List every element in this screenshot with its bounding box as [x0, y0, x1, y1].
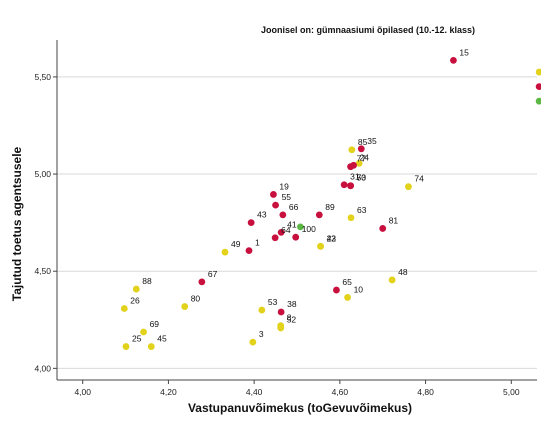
data-point: [132, 285, 140, 293]
x-tick-label: 4,80: [417, 387, 434, 397]
data-point: [388, 276, 396, 284]
data-point-label: 8: [287, 313, 292, 323]
data-point-label: 65: [342, 277, 352, 287]
data-point-label: 3: [259, 329, 264, 339]
data-point-label: 80: [191, 294, 201, 304]
data-point: [340, 181, 348, 189]
data-point: [348, 146, 356, 154]
y-tick-label: 4,50: [34, 266, 51, 276]
data-point: [333, 286, 340, 294]
data-point: [245, 247, 253, 255]
data-point-label: 50: [357, 173, 367, 183]
data-point: [181, 303, 189, 310]
data-point-label: 23: [327, 233, 337, 243]
data-point: [297, 223, 304, 231]
data-point: [344, 294, 351, 301]
data-point: [277, 228, 285, 236]
data-point-label: 49: [231, 239, 241, 249]
data-point: [292, 233, 300, 241]
data-point: [450, 57, 457, 64]
data-point: [279, 211, 287, 219]
data-point-label: 43: [257, 210, 267, 220]
data-point: [535, 83, 541, 91]
data-point-label: 66: [289, 202, 299, 212]
data-point-label: 48: [398, 267, 408, 277]
data-point-label: 1: [255, 238, 260, 248]
data-point: [120, 305, 128, 312]
data-point: [247, 219, 255, 227]
data-point-label: 42: [327, 233, 337, 243]
chart-title: Joonisel on: gümnaasiumi õpilased (10.-1…: [261, 25, 475, 35]
data-point-label: 67: [208, 269, 218, 279]
data-point-label: 26: [130, 296, 140, 306]
data-point-label: 55: [282, 192, 292, 202]
data-point: [272, 201, 279, 209]
data-point-label: 89: [325, 202, 335, 212]
data-point: [315, 211, 323, 219]
data-point-label: 19: [279, 181, 289, 191]
data-point: [317, 242, 324, 250]
data-point: [379, 225, 387, 232]
grid-lines: [57, 76, 537, 369]
x-tick-label: 5,00: [503, 387, 520, 397]
data-point: [198, 278, 206, 286]
y-axis-title: Tajutud toetus agentsusele: [10, 146, 24, 301]
data-point: [405, 183, 412, 191]
data-point: [535, 68, 541, 76]
data-point-label: 45: [157, 334, 167, 344]
data-point: [147, 343, 155, 350]
data-point: [221, 248, 229, 256]
data-point: [355, 159, 363, 167]
data-point: [271, 234, 279, 242]
data-point-label: 77: [357, 154, 367, 164]
data-point-label: 25: [132, 334, 142, 344]
data-point: [535, 97, 541, 105]
data-point: [357, 145, 365, 153]
data-point: [277, 324, 285, 331]
y-tick-label: 5,50: [34, 72, 51, 82]
data-point-label: 41: [287, 219, 297, 229]
data-point-label: 24: [360, 152, 370, 162]
x-tick-label: 4,40: [246, 387, 263, 397]
data-point-label: 81: [389, 215, 399, 225]
x-tick-label: 4,00: [74, 387, 91, 397]
data-point: [350, 161, 357, 169]
data-point-label: 74: [414, 174, 424, 184]
data-point: [122, 343, 130, 350]
x-tick-label: 4,60: [332, 387, 349, 397]
x-tick-label: 4,20: [160, 387, 177, 397]
axes: 4,00 4,50 5,00 5,50 4,00 4,20 4,40 4,60 4,80 5,00: [34, 40, 537, 397]
data-point: [249, 338, 257, 346]
data-point-label: 53: [268, 297, 278, 307]
y-tick-label: 5,00: [34, 169, 51, 179]
data-point-label: 15: [459, 47, 469, 57]
data-points: [120, 57, 541, 350]
data-point-label: 10: [354, 284, 364, 294]
data-point-label: 63: [357, 205, 367, 215]
data-point-label: 88: [142, 276, 152, 286]
data-point-label: 85: [358, 137, 368, 147]
data-point-label: 64: [281, 225, 291, 235]
data-point: [270, 191, 277, 198]
data-point: [258, 306, 266, 314]
data-point: [347, 182, 354, 190]
data-point: [347, 214, 355, 222]
data-point-label: 69: [150, 319, 160, 329]
data-point-label: 100: [302, 224, 316, 234]
data-point-label: 52: [287, 315, 297, 325]
data-point-label: 35: [367, 136, 377, 146]
data-point-label: 38: [287, 299, 297, 309]
x-axis-title: Vastupanuvõimekus (toGevuvõimekus): [188, 401, 412, 415]
data-point: [277, 308, 285, 316]
data-point-label: 31: [350, 172, 360, 182]
y-tick-label: 4,00: [34, 363, 51, 373]
data-point: [140, 328, 147, 336]
data-point-label: 73: [357, 173, 367, 183]
